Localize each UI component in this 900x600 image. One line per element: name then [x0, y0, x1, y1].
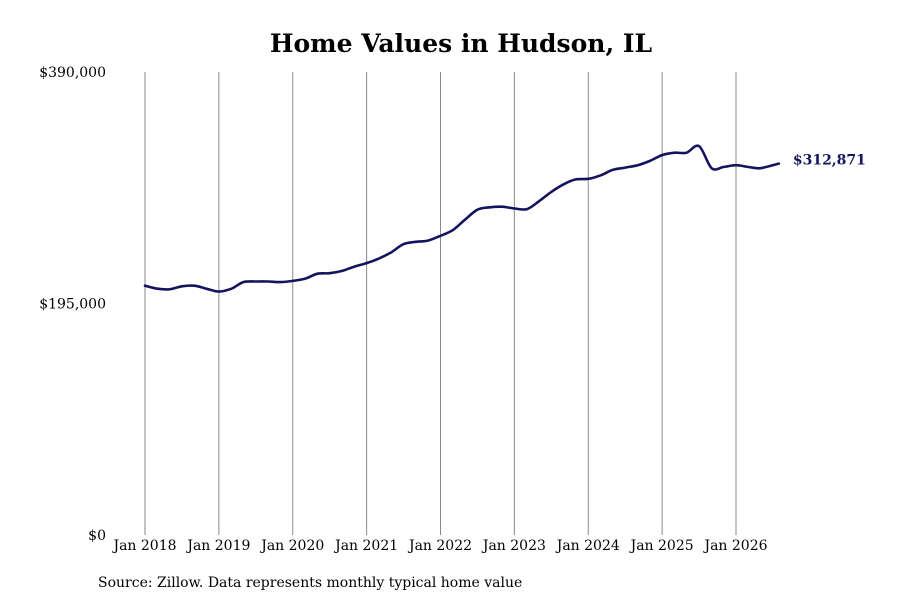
y-tick-label: $0	[88, 528, 106, 544]
x-axis-ticks: Jan 2018 Jan 2019 Jan 2020 Jan 2021 Jan 2022…	[111, 538, 767, 554]
source-note: Source: Zillow. Data represents monthly …	[98, 575, 522, 591]
x-tick-label: Jan 2024	[555, 538, 620, 554]
x-tick-label: Jan 2021	[333, 538, 398, 554]
x-tick-label: Jan 2019	[185, 538, 250, 554]
end-value-label: $312,871	[793, 153, 866, 169]
y-tick-label: $195,000	[39, 297, 106, 313]
x-tick-label: Jan 2020	[259, 538, 324, 554]
x-tick-label: Jan 2022	[407, 538, 472, 554]
x-tick-label: Jan 2025	[629, 538, 694, 554]
vertical-gridlines	[144, 72, 737, 535]
home-value-series-line	[143, 144, 781, 293]
y-axis-ticks: $0 $195,000 $390,000	[39, 65, 106, 544]
x-tick-label: Jan 2026	[702, 538, 767, 554]
y-tick-label: $390,000	[39, 65, 106, 81]
x-tick-label: Jan 2018	[111, 538, 176, 554]
chart-title: Home Values in Hudson, IL	[270, 29, 653, 58]
x-tick-label: Jan 2023	[481, 538, 546, 554]
